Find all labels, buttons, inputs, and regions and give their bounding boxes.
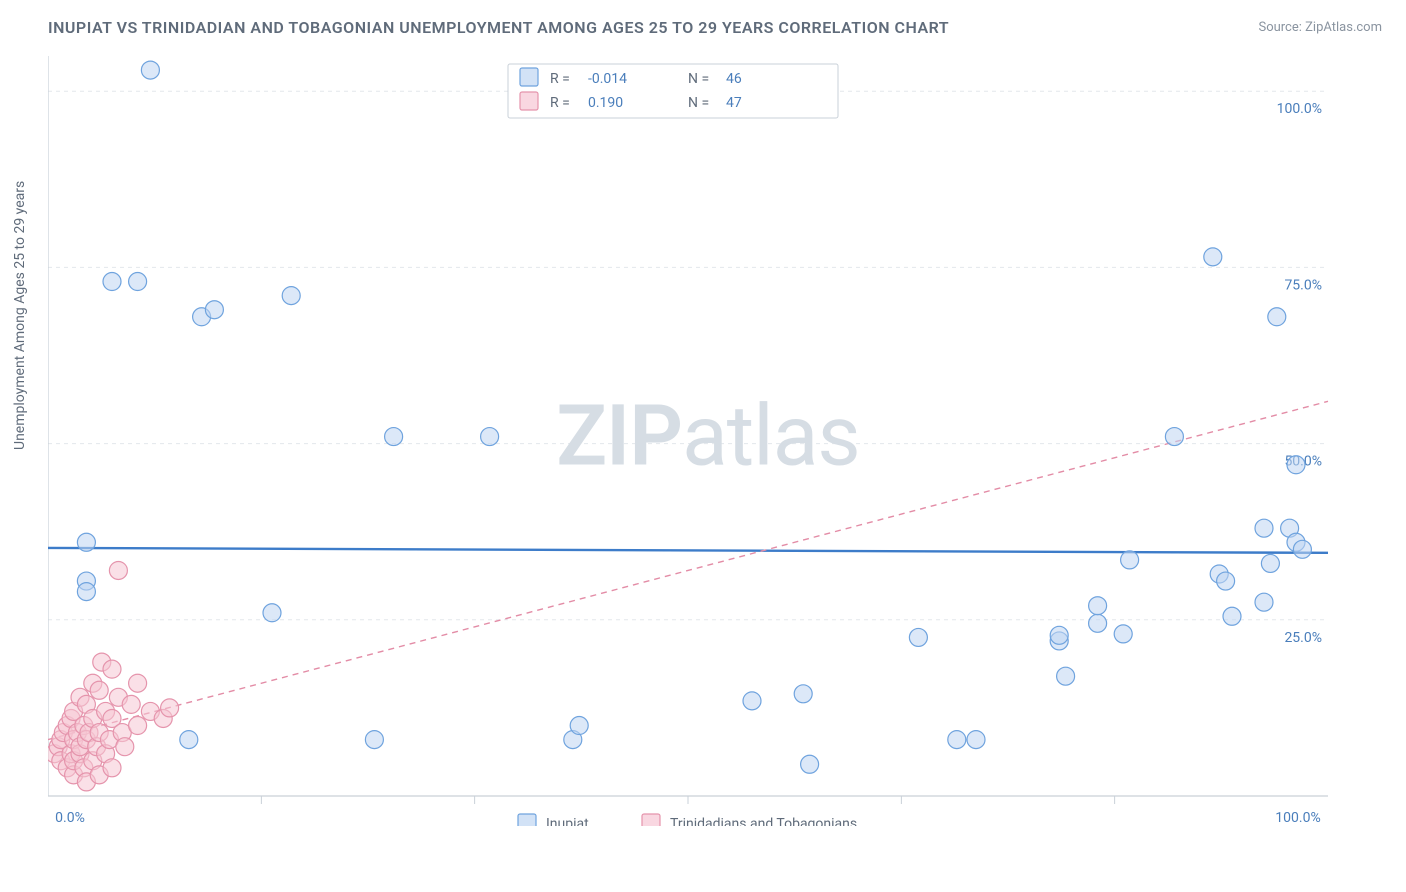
svg-text:47: 47 xyxy=(726,95,742,111)
svg-text:75.0%: 75.0% xyxy=(1284,277,1322,293)
svg-text:100.0%: 100.0% xyxy=(1275,810,1320,826)
source-prefix: Source: xyxy=(1258,20,1305,35)
svg-text:46: 46 xyxy=(726,71,742,87)
svg-text:R =: R = xyxy=(550,71,570,87)
svg-text:0.0%: 0.0% xyxy=(55,810,85,826)
y-axis-label: Unemployment Among Ages 25 to 29 years xyxy=(12,181,28,450)
svg-text:N =: N = xyxy=(688,95,709,111)
svg-text:25.0%: 25.0% xyxy=(1284,630,1322,646)
chart-area: 25.0%50.0%75.0%100.0%0.0%100.0%R =-0.014… xyxy=(48,56,1368,826)
svg-text:0.190: 0.190 xyxy=(588,95,623,111)
source-link[interactable]: ZipAtlas.com xyxy=(1305,20,1382,35)
svg-text:R =: R = xyxy=(550,95,570,111)
svg-text:Trinidadians and Tobagonians: Trinidadians and Tobagonians xyxy=(670,816,857,826)
svg-text:Inupiat: Inupiat xyxy=(546,816,589,826)
source-attribution: Source: ZipAtlas.com xyxy=(1258,20,1382,35)
chart-title: INUPIAT VS TRINIDADIAN AND TOBAGONIAN UN… xyxy=(48,18,949,37)
svg-text:N =: N = xyxy=(688,71,709,87)
svg-text:100.0%: 100.0% xyxy=(1277,101,1322,117)
scatter-plot-svg: 25.0%50.0%75.0%100.0%0.0%100.0%R =-0.014… xyxy=(48,56,1368,826)
svg-text:-0.014: -0.014 xyxy=(588,71,627,87)
